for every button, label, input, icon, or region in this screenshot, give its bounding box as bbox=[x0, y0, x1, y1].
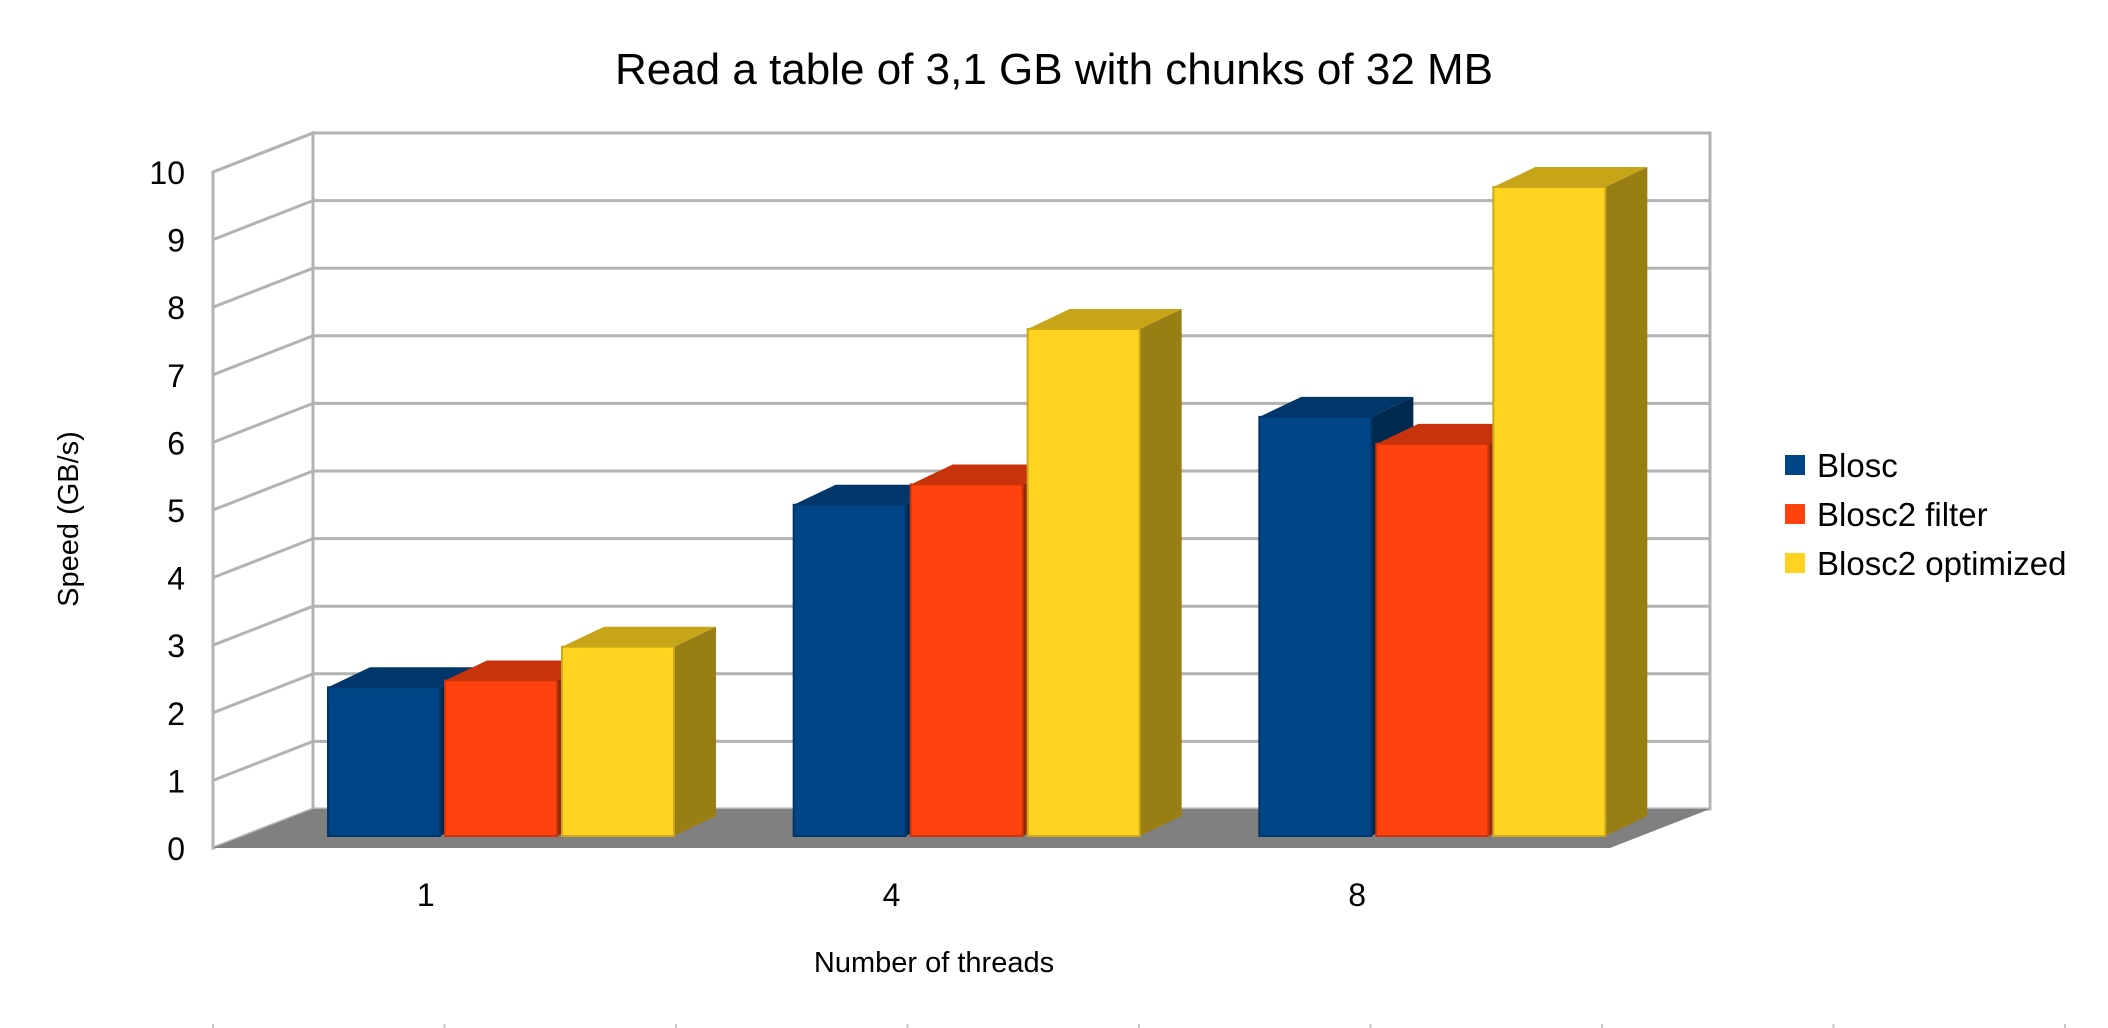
chart-title: Read a table of 3,1 GB with chunks of 32… bbox=[615, 45, 1493, 94]
bars bbox=[327, 167, 1648, 838]
x-tick-labels: 1 4 8 bbox=[417, 877, 1366, 913]
gridline-side bbox=[212, 199, 314, 241]
y-tick-label: 6 bbox=[167, 425, 185, 461]
y-tick-label: 5 bbox=[167, 493, 185, 529]
x-tick-label: 4 bbox=[883, 877, 901, 913]
y-tick-label: 3 bbox=[167, 628, 185, 664]
gridline-side bbox=[212, 402, 314, 444]
x-axis-label: Number of threads bbox=[814, 947, 1054, 979]
x-tick-label: 1 bbox=[417, 877, 435, 913]
bar-top bbox=[1027, 309, 1182, 329]
legend-label: Blosc bbox=[1817, 447, 1898, 484]
gridline-side bbox=[212, 334, 314, 377]
y-tick-label: 10 bbox=[149, 155, 185, 191]
bar-front bbox=[1492, 186, 1607, 838]
legend-swatch bbox=[1785, 553, 1805, 573]
bar-top bbox=[793, 484, 948, 505]
y-tick-label: 8 bbox=[167, 290, 185, 326]
legend-swatch bbox=[1785, 504, 1805, 524]
bar-front bbox=[1375, 442, 1490, 837]
bar-front bbox=[444, 679, 558, 838]
legend: Blosc Blosc2 filter Blosc2 optimized bbox=[1785, 447, 2066, 582]
legend-label: Blosc2 optimized bbox=[1817, 545, 2066, 582]
gridline-side bbox=[212, 604, 314, 647]
y-tick-label: 7 bbox=[167, 358, 185, 394]
y-axis-label: Speed (GB/s) bbox=[53, 431, 85, 607]
legend-swatch bbox=[1785, 455, 1805, 475]
bar-top bbox=[1376, 423, 1531, 444]
gridline-side bbox=[212, 469, 314, 512]
bar-front bbox=[561, 645, 675, 837]
x-tick-label: 8 bbox=[1348, 877, 1366, 913]
bar-top bbox=[1493, 167, 1648, 188]
bar-front bbox=[909, 483, 1024, 837]
bar-top bbox=[910, 464, 1065, 485]
bar-side bbox=[1605, 167, 1648, 837]
bar-front bbox=[1258, 415, 1373, 837]
bar-top bbox=[445, 660, 599, 681]
legend-entry: Blosc2 filter bbox=[1785, 496, 1988, 533]
bottom-ruler-ticks bbox=[212, 1024, 2066, 1028]
bar-top bbox=[562, 626, 716, 647]
bar-top bbox=[1259, 396, 1414, 417]
y-tick-label: 4 bbox=[167, 561, 185, 597]
bar-front bbox=[1026, 328, 1141, 837]
gridline-side bbox=[212, 537, 314, 579]
gridline-side bbox=[212, 672, 314, 715]
bar bbox=[1026, 309, 1182, 837]
bar bbox=[1492, 167, 1648, 838]
y-tick-label: 2 bbox=[167, 696, 185, 732]
legend-label: Blosc2 filter bbox=[1817, 496, 1988, 533]
gridline-side bbox=[212, 740, 314, 782]
legend-entry: Blosc bbox=[1785, 447, 1898, 484]
bar bbox=[561, 626, 716, 837]
legend-entry: Blosc2 optimized bbox=[1785, 545, 2066, 582]
gridline-side bbox=[212, 266, 314, 309]
y-tick-label: 0 bbox=[167, 831, 185, 867]
y-tick-label: 9 bbox=[167, 223, 185, 259]
bar-side bbox=[1139, 309, 1182, 836]
y-tick-labels: 0 1 2 3 4 5 6 7 8 9 10 bbox=[149, 155, 185, 867]
gridline-side bbox=[212, 131, 314, 174]
bar-side bbox=[674, 626, 716, 836]
bar-front bbox=[327, 686, 441, 838]
bar-front bbox=[792, 503, 907, 837]
bar-top bbox=[328, 667, 482, 688]
y-tick-label: 1 bbox=[167, 763, 185, 799]
